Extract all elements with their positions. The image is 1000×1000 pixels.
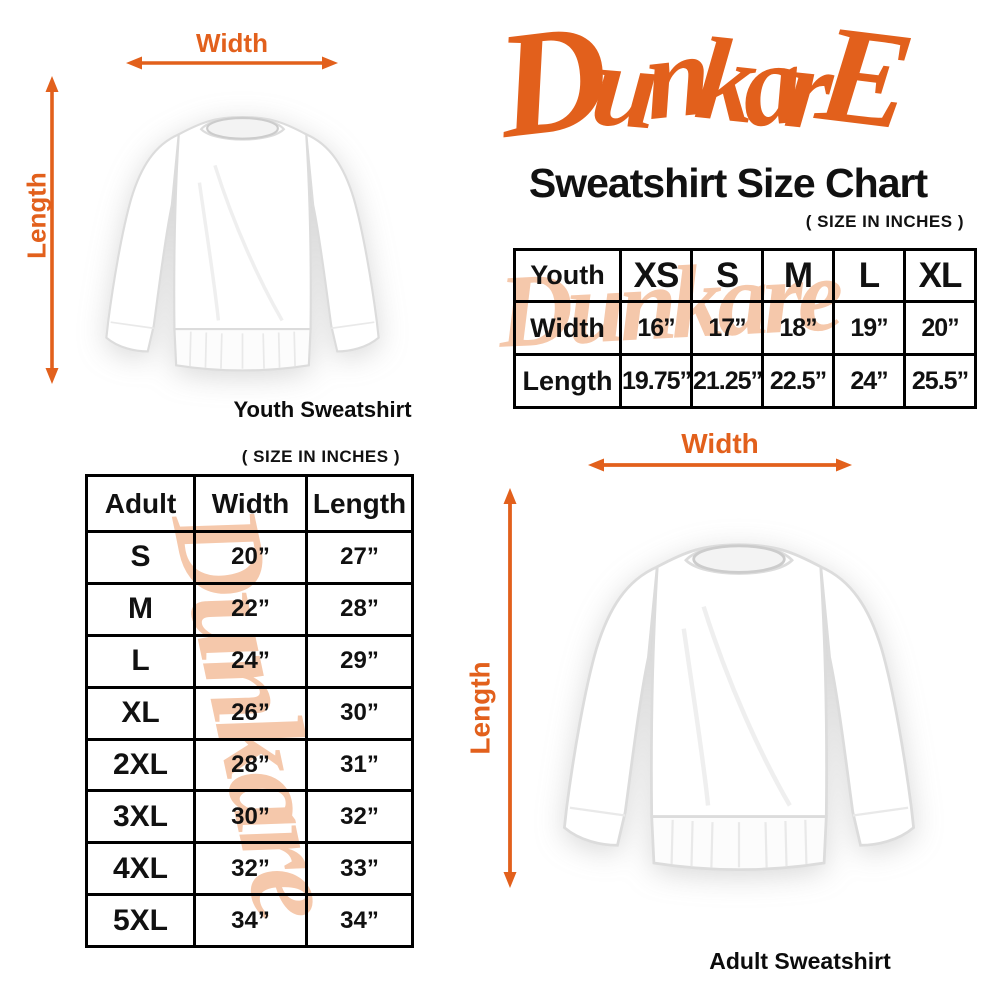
- adult-sweatshirt-image: [518, 474, 960, 905]
- youth-width-value: 19”: [832, 300, 906, 356]
- adult-units-note: ( SIZE IN INCHES ): [241, 447, 400, 466]
- adult-length-value: 31”: [305, 737, 414, 793]
- adult-size-label: 3XL: [85, 789, 196, 845]
- adult-row-3xl: 3XL 30” 32”: [85, 789, 414, 845]
- adult-width-label: Width: [681, 428, 759, 459]
- youth-size-m: M: [761, 248, 835, 303]
- adult-size-label: 5XL: [85, 893, 196, 948]
- youth-sweatshirt-image: [104, 115, 381, 373]
- youth-length-row: Length 19.75” 21.25” 22.5” 24” 25.5”: [513, 353, 977, 409]
- youth-length-value: 24”: [832, 353, 906, 409]
- adult-width-value: 20”: [193, 530, 308, 585]
- adult-row-4xl: 4XL 32” 33”: [85, 841, 414, 897]
- adult-width-value: 26”: [193, 685, 308, 741]
- adult-length-value: 29”: [305, 633, 414, 689]
- adult-row-2xl: 2XL 28” 31”: [85, 737, 414, 793]
- adult-width-arrow: [588, 458, 852, 472]
- adult-width-header: Width: [193, 474, 308, 533]
- adult-width-value: 30”: [193, 789, 308, 845]
- youth-length-value: 19.75”: [619, 353, 693, 409]
- adult-length-value: 34”: [305, 893, 414, 948]
- adult-row-5xl: 5XL 34” 34”: [85, 893, 414, 948]
- youth-width-row: Width 16” 17” 18” 19” 20”: [513, 300, 977, 356]
- adult-width-value: 24”: [193, 633, 308, 689]
- youth-sweatshirt-caption: Youth Sweatshirt: [233, 397, 412, 422]
- youth-width-value: 20”: [903, 300, 977, 356]
- adult-row-l: L 24” 29”: [85, 633, 414, 689]
- adult-size-label: M: [85, 581, 196, 637]
- adult-length-label: Length: [464, 661, 496, 755]
- youth-length-row-label: Length: [513, 353, 622, 409]
- adult-size-label: 2XL: [85, 737, 196, 793]
- adult-header-row: Adult Width Length: [85, 474, 414, 533]
- adult-size-label: XL: [85, 685, 196, 741]
- youth-size-l: L: [832, 248, 906, 303]
- adult-length-arrow: [503, 488, 517, 888]
- adult-length-value: 27”: [305, 530, 414, 585]
- adult-size-table: Adult Width Length S 20” 27” M 22” 28” L…: [85, 474, 414, 948]
- youth-size-xl: XL: [903, 248, 977, 303]
- youth-size-s: S: [690, 248, 764, 303]
- youth-width-label: Width: [196, 28, 268, 58]
- adult-header-cell: Adult: [85, 474, 196, 533]
- youth-header-row: Youth XS S M L XL: [513, 248, 977, 303]
- adult-length-value: 28”: [305, 581, 414, 637]
- adult-row-s: S 20” 27”: [85, 530, 414, 585]
- youth-units-note: ( SIZE IN INCHES ): [805, 212, 964, 231]
- adult-length-value: 33”: [305, 841, 414, 897]
- adult-length-value: 32”: [305, 789, 414, 845]
- youth-width-arrow: [126, 56, 338, 70]
- adult-size-label: L: [85, 633, 196, 689]
- youth-width-row-label: Width: [513, 300, 622, 356]
- adult-width-value: 34”: [193, 893, 308, 948]
- adult-length-value: 30”: [305, 685, 414, 741]
- youth-width-value: 17”: [690, 300, 764, 356]
- page-title: Sweatshirt Size Chart: [528, 160, 928, 206]
- adult-size-label: S: [85, 530, 196, 585]
- youth-length-arrow: [45, 76, 59, 384]
- youth-size-xs: XS: [619, 248, 693, 303]
- adult-width-value: 32”: [193, 841, 308, 897]
- adult-row-xl: XL 26” 30”: [85, 685, 414, 741]
- youth-length-value: 21.25”: [690, 353, 764, 409]
- adult-size-label: 4XL: [85, 841, 196, 897]
- adult-width-value: 28”: [193, 737, 308, 793]
- adult-length-header: Length: [305, 474, 414, 533]
- youth-size-table: Youth XS S M L XL Width 16” 17” 18” 19” …: [513, 248, 977, 409]
- adult-row-m: M 22” 28”: [85, 581, 414, 637]
- youth-header-cell: Youth: [513, 248, 622, 303]
- youth-width-value: 16”: [619, 300, 693, 356]
- youth-length-value: 25.5”: [903, 353, 977, 409]
- adult-sweatshirt-caption: Adult Sweatshirt: [709, 948, 891, 974]
- youth-length-value: 22.5”: [761, 353, 835, 409]
- youth-width-value: 18”: [761, 300, 835, 356]
- adult-width-value: 22”: [193, 581, 308, 637]
